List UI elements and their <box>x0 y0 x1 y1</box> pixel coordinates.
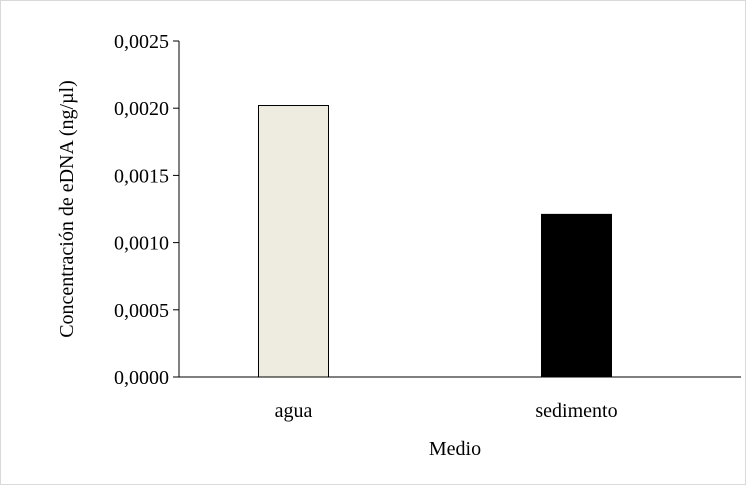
x-axis-title: Medio <box>429 438 481 460</box>
y-tick-label: 0,0020 <box>114 98 169 120</box>
bars <box>258 105 612 378</box>
y-tick-label: 0,0015 <box>114 165 169 187</box>
bar-agua <box>258 105 329 378</box>
y-tick-labels: 0,0000 0,0005 0,0010 0,0015 0,0020 0,0025 <box>114 31 169 389</box>
y-tick-label: 0,0000 <box>114 367 169 389</box>
y-axis <box>173 40 180 378</box>
y-axis-title: Concentración de eDNA (ng/µl) <box>56 80 78 338</box>
x-category-label: sedimento <box>535 400 617 422</box>
y-tick-label: 0,0010 <box>114 233 169 255</box>
y-tick-label: 0,0005 <box>114 300 169 322</box>
bar-sedimento <box>541 213 612 378</box>
x-category-label: agua <box>275 400 313 422</box>
y-tick-label: 0,0025 <box>114 31 169 53</box>
x-category-labels: agua sedimento <box>275 400 618 422</box>
